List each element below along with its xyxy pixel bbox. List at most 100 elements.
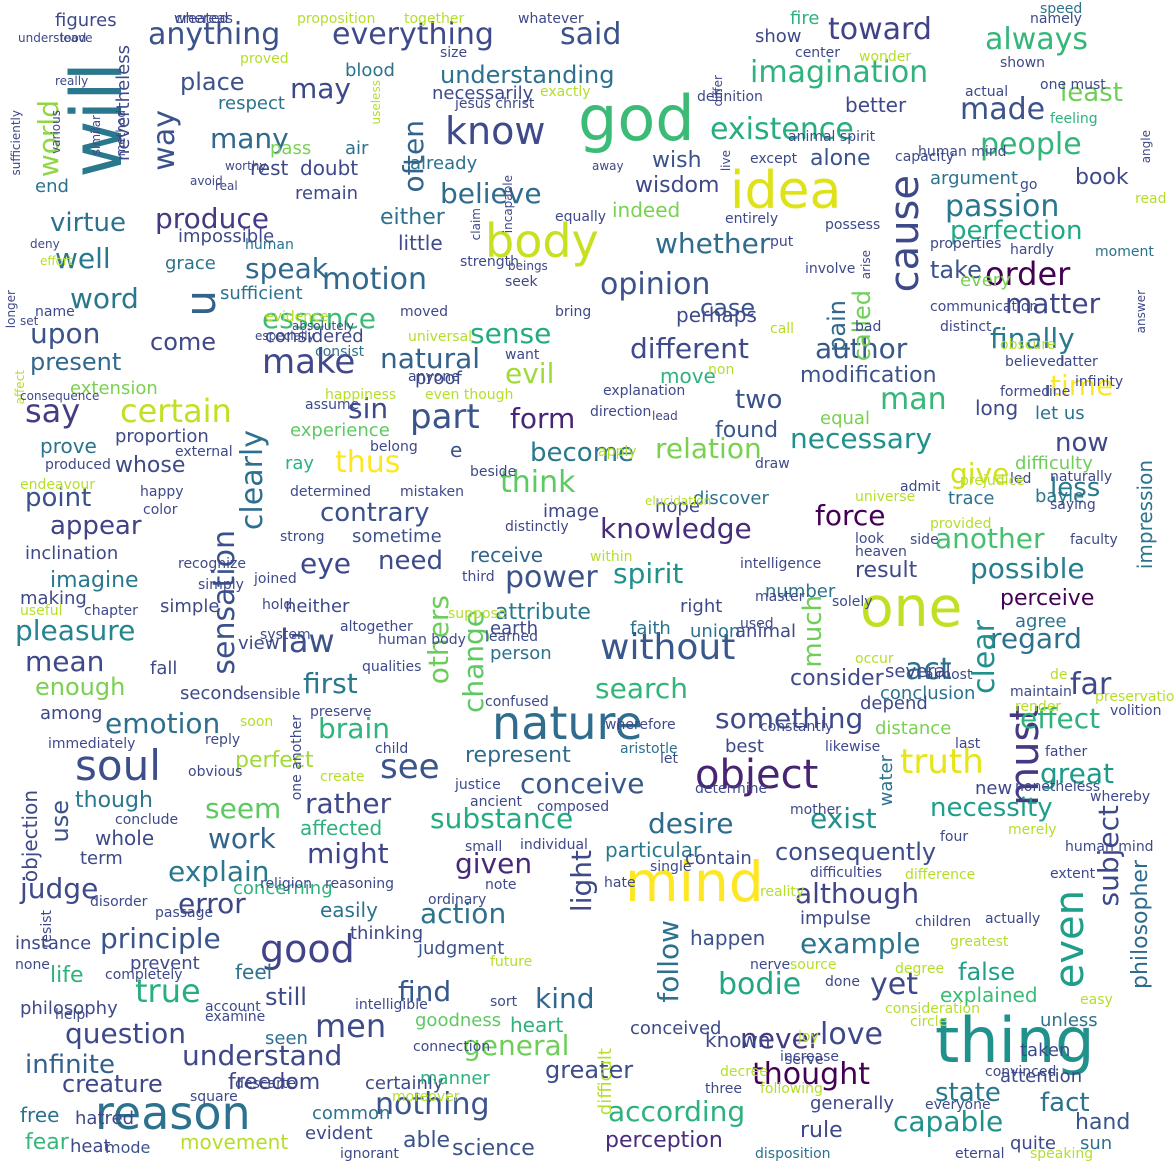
cloud-word: effort: [40, 254, 73, 268]
cloud-word: human: [245, 237, 294, 253]
cloud-word: impossible: [178, 226, 275, 247]
cloud-word: everyone: [925, 1097, 991, 1113]
cloud-word: center: [795, 45, 841, 61]
cloud-word: thus: [335, 445, 401, 480]
cloud-word: even though: [425, 387, 514, 403]
cloud-word: one must: [1040, 77, 1106, 93]
cloud-word: false: [958, 958, 1016, 986]
cloud-word: perception: [605, 1128, 723, 1153]
cloud-word: two: [735, 385, 783, 415]
cloud-word: maintain: [1010, 684, 1072, 700]
cloud-word: law: [280, 622, 335, 660]
cloud-word: faculty: [1070, 532, 1118, 548]
cloud-word: particular: [605, 838, 702, 862]
cloud-word: distance: [875, 718, 952, 739]
cloud-word: need: [378, 546, 443, 576]
cloud-word: may: [290, 72, 352, 105]
cloud-word: end: [35, 176, 69, 197]
cloud-word: example: [800, 927, 921, 960]
cloud-word: one: [860, 575, 963, 639]
cloud-word: sense: [470, 317, 552, 350]
cloud-word: several: [885, 661, 951, 682]
cloud-word: love: [820, 1017, 883, 1052]
cloud-word: definition: [697, 89, 763, 105]
cloud-word: happy: [140, 484, 184, 500]
cloud-word: immediately: [48, 736, 136, 752]
cloud-word: heart: [510, 1013, 564, 1037]
cloud-word: consideration: [885, 1001, 980, 1017]
cloud-word: simple: [160, 596, 220, 617]
cloud-word: de: [1050, 667, 1068, 683]
cloud-word: fear: [25, 1130, 69, 1155]
cloud-word: degree: [895, 961, 945, 977]
cloud-word: note: [485, 877, 517, 893]
cloud-word: bring: [555, 304, 592, 320]
cloud-word: hatred: [75, 1108, 135, 1129]
cloud-word: image: [543, 501, 600, 522]
cloud-word: wonder: [859, 49, 912, 65]
cloud-word: heaven: [855, 544, 907, 560]
cloud-word: take: [930, 256, 982, 284]
cloud-word: square: [190, 1089, 238, 1105]
cloud-word: obvious: [188, 764, 243, 780]
cloud-word: clearly: [235, 430, 270, 531]
cloud-word: become: [530, 438, 635, 468]
cloud-word: give: [950, 457, 1010, 490]
cloud-word: everything: [332, 17, 494, 52]
cloud-word: nerve: [750, 957, 791, 973]
cloud-word: well: [55, 242, 111, 275]
cloud-word: spirit: [613, 557, 684, 590]
cloud-word: general: [463, 1029, 570, 1062]
cloud-word: body: [485, 214, 599, 268]
cloud-word: volition: [1110, 703, 1162, 719]
cloud-word: u: [176, 290, 225, 317]
cloud-word: want: [505, 347, 540, 363]
cloud-word: finally: [990, 322, 1075, 355]
cloud-word: eternal: [955, 1146, 1005, 1162]
cloud-word: proved: [240, 51, 289, 67]
cloud-word: away: [592, 159, 624, 173]
cloud-word: appear: [50, 511, 142, 541]
cloud-word: grace: [165, 253, 216, 274]
cloud-word: difficulties: [810, 865, 883, 881]
cloud-word: aristotle: [620, 741, 678, 757]
cloud-word: actual: [965, 84, 1009, 100]
cloud-word: disposition: [755, 1146, 831, 1162]
cloud-word: though: [75, 788, 153, 813]
cloud-word: discover: [693, 488, 769, 509]
cloud-word: intelligence: [740, 556, 822, 572]
cloud-word: whereby: [1090, 789, 1151, 805]
cloud-word: strength: [460, 254, 519, 270]
cloud-word: elucidation: [645, 494, 712, 508]
cloud-word: result: [855, 558, 918, 583]
cloud-word: essence: [262, 302, 376, 335]
cloud-word: second: [180, 683, 245, 704]
cloud-word: arise: [859, 250, 873, 280]
cloud-word: sufficiently: [9, 110, 23, 176]
cloud-word: never: [740, 1022, 821, 1055]
cloud-word: whole: [95, 826, 155, 850]
cloud-word: word: [70, 282, 139, 315]
cloud-word: incapable: [501, 175, 515, 234]
cloud-word: action: [420, 897, 507, 930]
cloud-word: present: [30, 348, 122, 376]
cloud-word: hardly: [1010, 242, 1055, 258]
cloud-word: led: [1010, 471, 1032, 487]
cloud-word: philosopher: [1128, 860, 1153, 990]
cloud-word: receive: [470, 543, 544, 567]
cloud-word: distinctly: [505, 519, 569, 535]
cloud-word: happiness: [325, 387, 397, 403]
cloud-word: modification: [800, 363, 937, 388]
cloud-word: deny: [30, 237, 60, 251]
cloud-word: wisdom: [635, 173, 720, 198]
cloud-word: impulse: [800, 908, 871, 929]
cloud-word: now: [1055, 428, 1109, 458]
cloud-word: qualities: [362, 659, 422, 675]
cloud-word: capable: [893, 1105, 1004, 1138]
cloud-word: possess: [825, 217, 881, 233]
cloud-word: view: [238, 633, 280, 654]
cloud-word: prove: [40, 434, 97, 458]
cloud-word: let: [660, 751, 678, 767]
cloud-word: reality: [760, 884, 805, 900]
cloud-word: either: [380, 205, 445, 230]
